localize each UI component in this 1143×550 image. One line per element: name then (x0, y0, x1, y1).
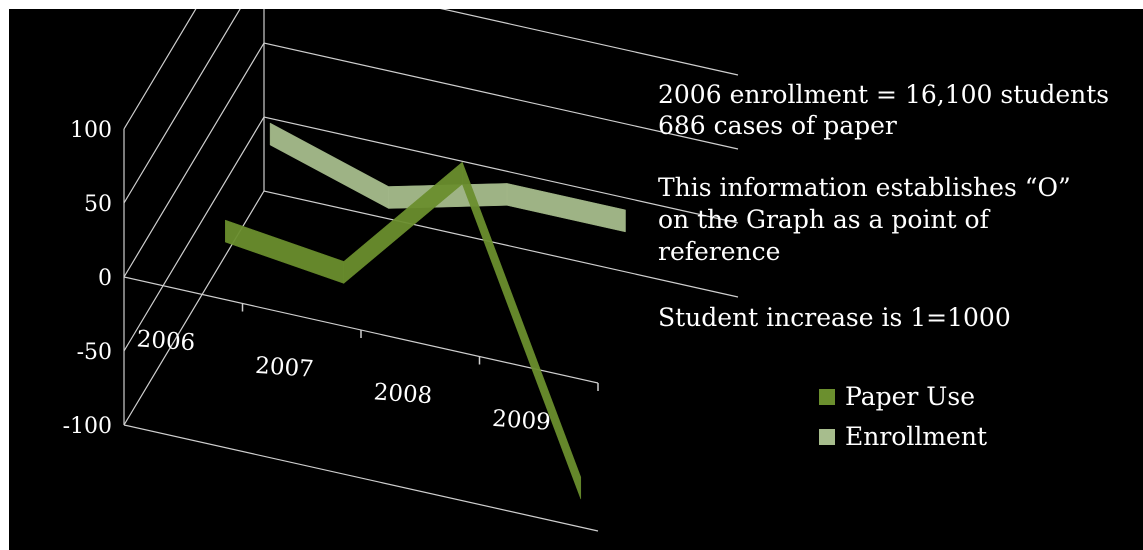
y-tick-label: 50 (84, 192, 112, 217)
category-label: 2009 (491, 406, 551, 436)
y-tick-label: -100 (63, 414, 112, 439)
legend-label-paper-use: Paper Use (845, 382, 975, 411)
floor-front-edge (123, 424, 599, 532)
series-segment-enrollment (506, 183, 626, 233)
slide: 100 50 0 -50 -100 2006 2007 2008 2009 2006 enrol… (9, 9, 1143, 550)
chart: 100 50 0 -50 -100 2006 2007 2008 2009 (63, 9, 739, 532)
gridline (123, 116, 739, 352)
reference-note-line2: on the Graph as a point of (658, 205, 989, 234)
gridline (123, 9, 739, 204)
legend-label-enrollment: Enrollment (845, 422, 987, 451)
gridline (123, 9, 197, 130)
y-tick-label: 0 (98, 266, 112, 291)
series-segment-paper-use (225, 219, 345, 284)
gridline (123, 42, 739, 278)
series-segment-enrollment (269, 122, 389, 209)
enrollment-note: 2006 enrollment = 16,100 students (658, 80, 1110, 109)
category-label: 2007 (254, 353, 314, 383)
legend-swatch-enrollment (819, 429, 835, 445)
series-segment-paper-use (462, 162, 582, 500)
y-tick-label: -50 (77, 340, 112, 365)
y-tick-label: 100 (70, 118, 112, 143)
reference-note-line3: reference (658, 237, 781, 266)
category-label: 2008 (373, 379, 433, 409)
legend-swatch-paper-use (819, 389, 835, 405)
paper-note: 686 cases of paper (658, 111, 897, 140)
increase-note: Student increase is 1=1000 (658, 303, 1011, 332)
category-label: 2006 (136, 326, 196, 356)
reference-note-line1: This information establishes “O” (658, 173, 1071, 202)
